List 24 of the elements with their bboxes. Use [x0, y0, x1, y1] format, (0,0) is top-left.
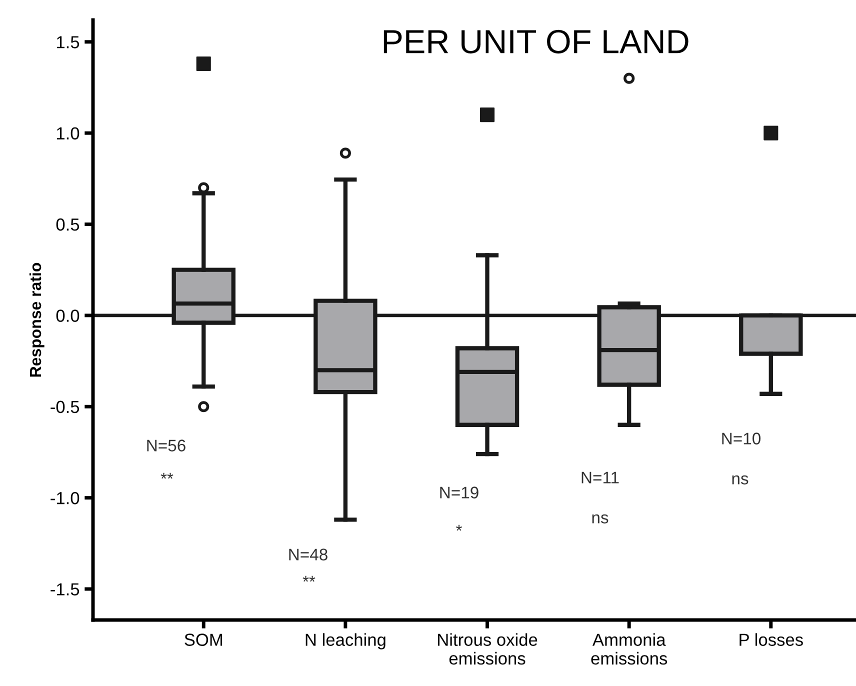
y-axis-title: Response ratio [29, 262, 44, 377]
annotation: N=19 [440, 486, 478, 498]
y-tick-label: 1.0 [56, 127, 80, 140]
x-tick-label: N leaching [306, 633, 386, 650]
annotation: ns [732, 475, 748, 484]
annotation: N=10 [722, 432, 760, 444]
x-tick-label: SOM [184, 634, 222, 646]
y-tick-label: -0.5 [50, 400, 80, 414]
y-tick-label: 0.5 [56, 218, 80, 231]
annotation: N=56 [147, 440, 186, 452]
y-tick-label: 0.0 [56, 310, 80, 322]
y-tick-label: -1.5 [50, 583, 80, 596]
x-tick-label: P losses [740, 633, 803, 646]
annotation: ns [592, 514, 608, 524]
chart-title: PER UNIT OF LAND [384, 30, 688, 54]
annotation: * [456, 524, 462, 531]
annotation: ** [302, 576, 316, 582]
annotation: ** [160, 472, 174, 479]
annotation: N=11 [582, 472, 619, 484]
x-tick-label: Ammonia emissions [591, 633, 668, 665]
annotation: N=48 [289, 548, 328, 560]
y-tick-label: -1.0 [50, 492, 80, 504]
x-tick-label: Nitrous oxide emissions [438, 633, 538, 665]
y-tick-label: 1.5 [56, 36, 80, 48]
